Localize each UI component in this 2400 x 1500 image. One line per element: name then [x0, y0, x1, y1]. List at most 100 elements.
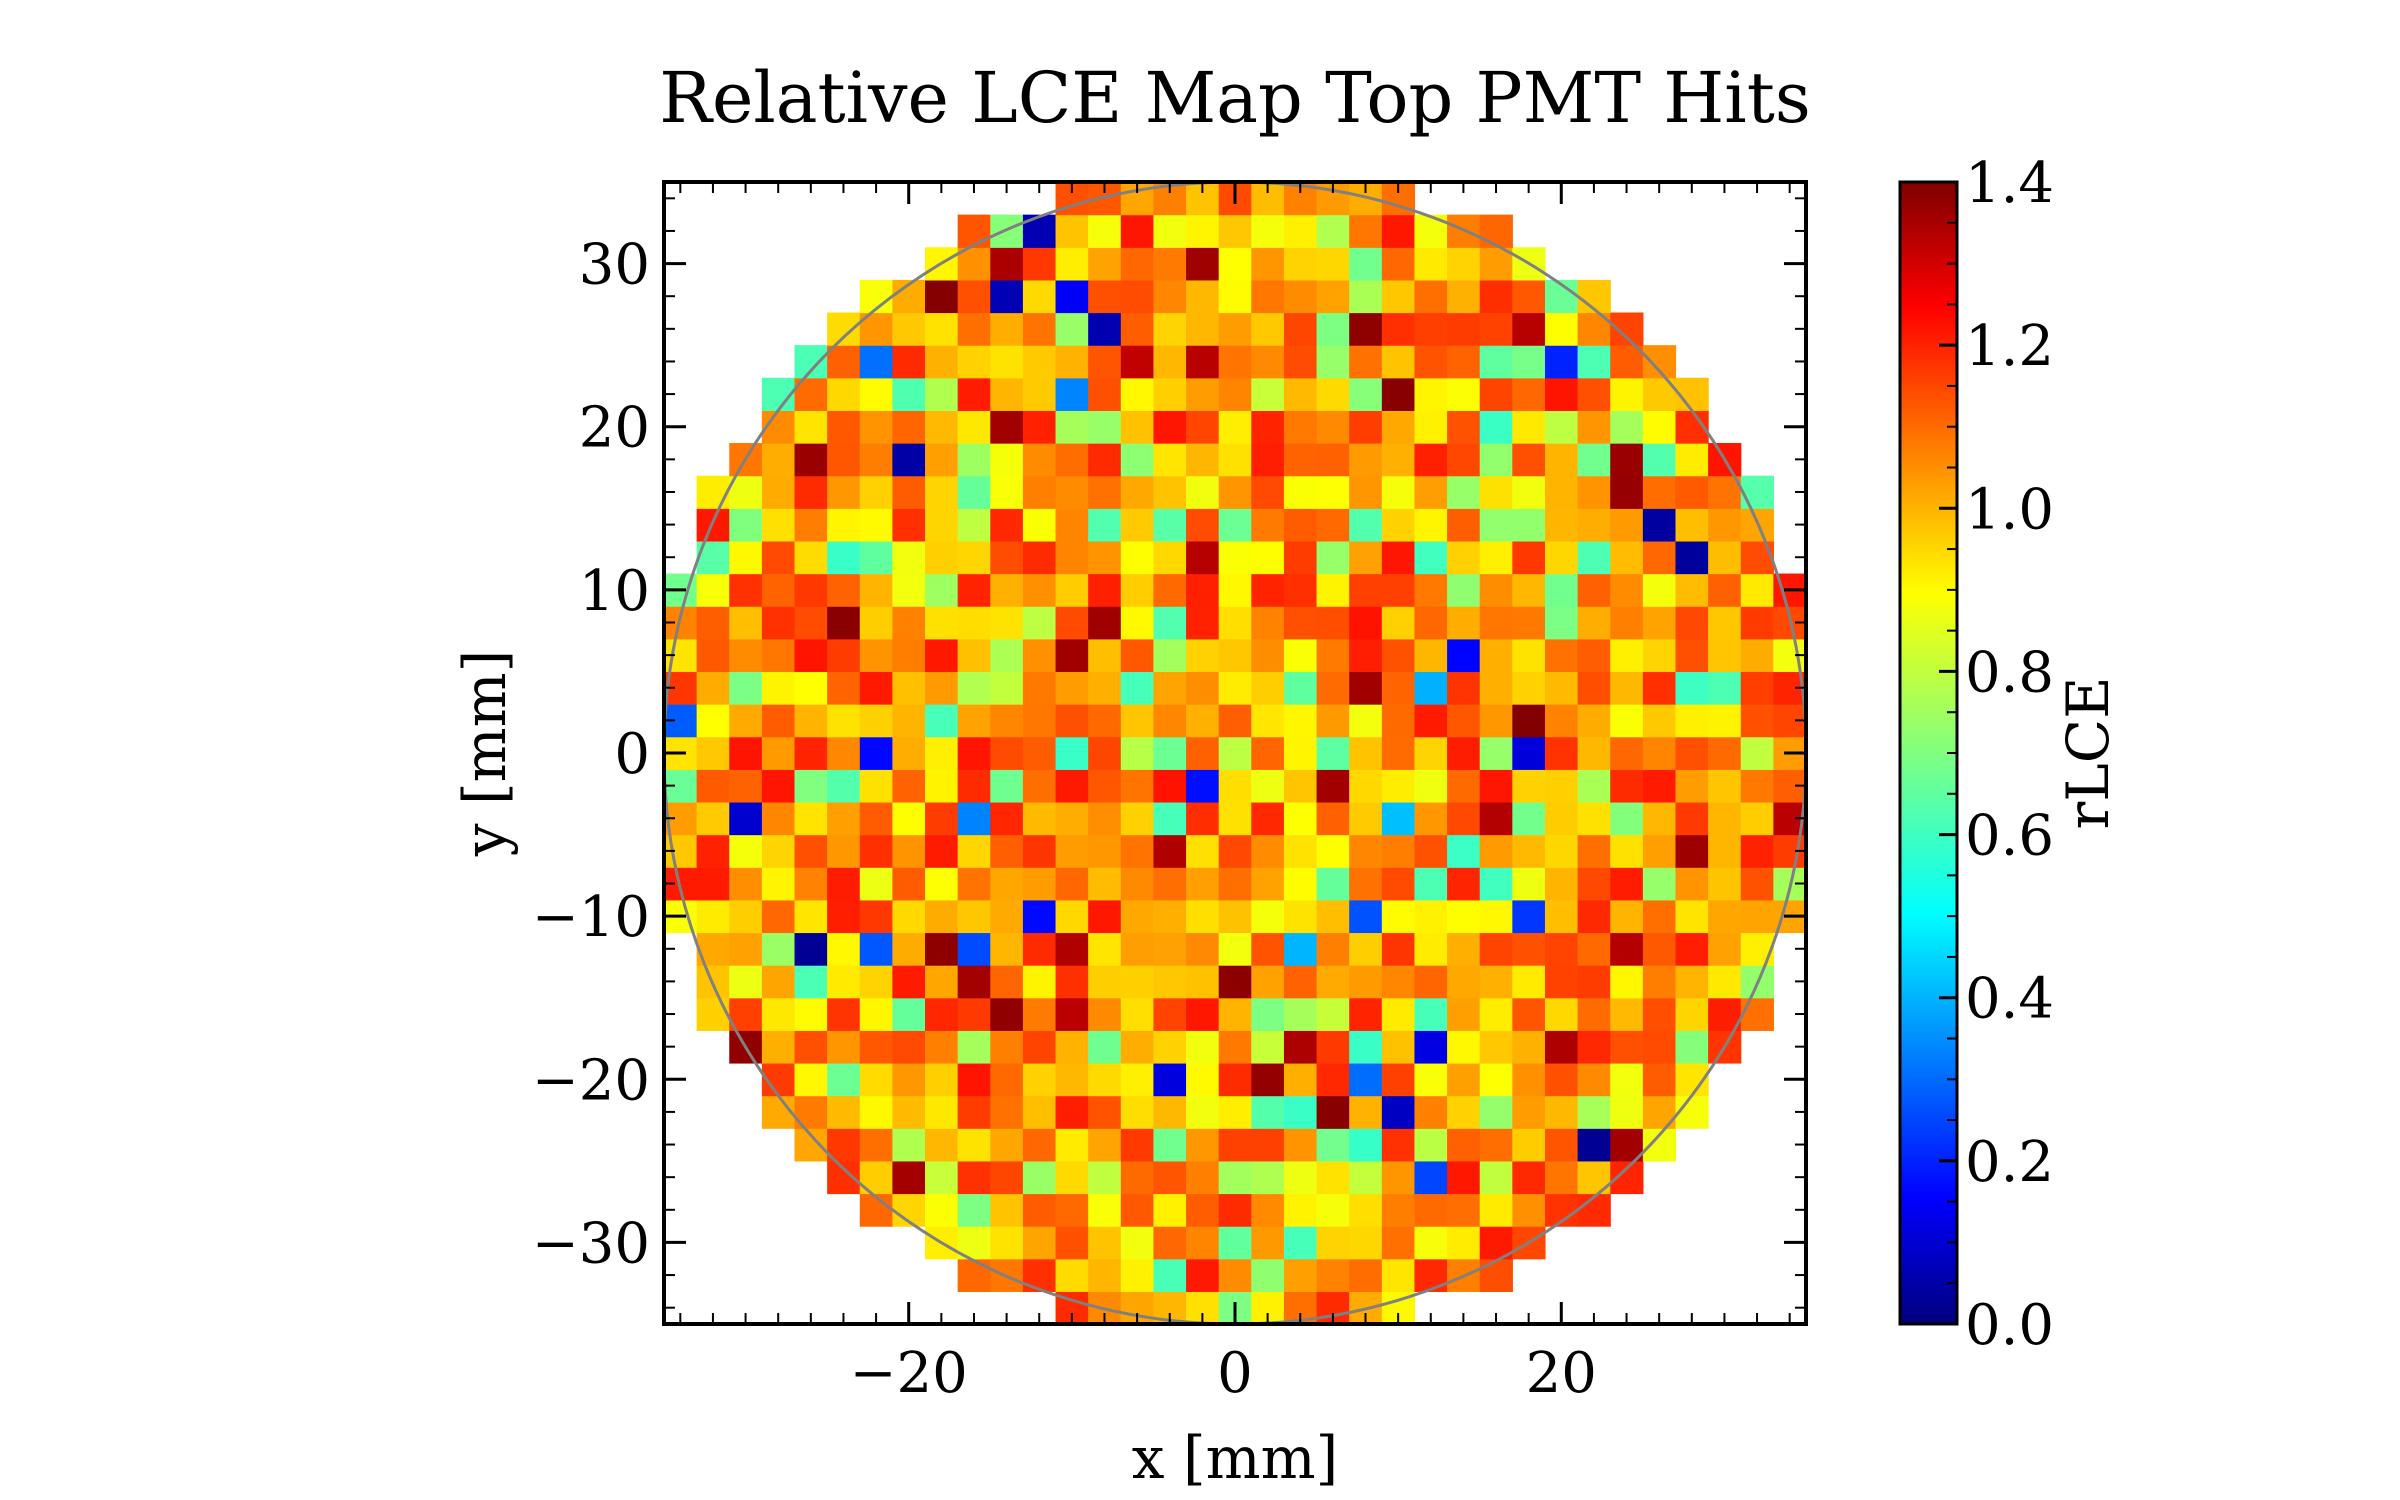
heatmap-cell: [1544, 1095, 1579, 1129]
heatmap-cell: [1447, 834, 1481, 868]
heatmap-cell: [1283, 1160, 1318, 1195]
chart-title: Relative LCE Map Top PMT Hits: [659, 57, 1811, 139]
heatmap-cell: [1251, 834, 1285, 868]
heatmap-cell: [1283, 1128, 1318, 1162]
heatmap-cell: [1447, 997, 1481, 1031]
heatmap-cell: [1218, 377, 1252, 411]
heatmap-cell: [1186, 410, 1220, 444]
heatmap-cell: [761, 1030, 796, 1064]
heatmap-cell: [1251, 475, 1285, 509]
heatmap-cell: [1381, 1128, 1416, 1162]
heatmap-cell: [1479, 540, 1513, 575]
heatmap-cell: [859, 1030, 893, 1064]
heatmap-cell: [696, 867, 730, 901]
heatmap-cell: [1479, 214, 1513, 248]
heatmap-cell: [1740, 736, 1774, 770]
heatmap-cell: [1512, 475, 1546, 509]
heatmap-cell: [1088, 1128, 1122, 1162]
heatmap-cell: [957, 279, 991, 314]
heatmap-cell: [1283, 736, 1318, 770]
heatmap-cell: [1153, 345, 1187, 379]
heatmap-cell: [1349, 997, 1383, 1031]
heatmap-cell: [1381, 965, 1416, 999]
heatmap-cell: [1218, 801, 1252, 836]
heatmap-cell: [1186, 997, 1220, 1031]
heatmap-cell: [1447, 443, 1481, 477]
heatmap-cell: [925, 997, 959, 1031]
heatmap-cell: [794, 573, 828, 607]
heatmap-cell: [1740, 867, 1774, 901]
heatmap-cell: [957, 704, 991, 738]
heatmap-cell: [1577, 932, 1611, 966]
heatmap-cell: [1544, 736, 1579, 770]
heatmap-cell: [1120, 475, 1155, 509]
heatmap-cell: [729, 508, 763, 542]
heatmap-cell: [990, 410, 1024, 444]
heatmap-cell: [1120, 606, 1155, 640]
heatmap-cell: [1414, 769, 1448, 803]
heatmap-cell: [1088, 247, 1122, 281]
heatmap-cell: [1120, 1193, 1155, 1227]
heatmap-cell: [827, 801, 861, 836]
heatmap-cell: [1675, 638, 1709, 673]
heatmap-cell: [1120, 736, 1155, 770]
heatmap-cell: [1055, 247, 1089, 281]
colorbar-tick-label: 1.0: [1965, 477, 2054, 542]
heatmap-cell: [990, 573, 1024, 607]
heatmap-cell: [1544, 508, 1579, 542]
heatmap-cell: [1479, 899, 1513, 934]
heatmap-cell: [827, 345, 861, 379]
heatmap-cell: [1316, 671, 1350, 705]
heatmap-cell: [1349, 1030, 1383, 1064]
heatmap-cell: [1283, 671, 1318, 705]
heatmap-cell: [1055, 638, 1089, 673]
heatmap-cell: [1381, 1095, 1416, 1129]
heatmap-cell: [1675, 834, 1709, 868]
heatmap-cell: [827, 1128, 861, 1162]
heatmap-cell: [859, 932, 893, 966]
heatmap-cell: [1675, 573, 1709, 607]
heatmap-cell: [1120, 377, 1155, 411]
heatmap-cell: [1088, 704, 1122, 738]
heatmap-cell: [892, 965, 926, 999]
heatmap-cell: [1120, 932, 1155, 966]
heatmap-cell: [1283, 1062, 1318, 1097]
heatmap-cell: [1349, 638, 1383, 673]
heatmap-cell: [1512, 834, 1546, 868]
heatmap-cell: [1251, 312, 1285, 346]
heatmap-cell: [1186, 475, 1220, 509]
heatmap-cell: [1186, 1160, 1220, 1195]
heatmap-cell: [1022, 997, 1057, 1031]
heatmap-cell: [1642, 899, 1677, 934]
x-tick-label: 0: [1217, 1341, 1253, 1406]
heatmap-cell: [1512, 965, 1546, 999]
heatmap-cell: [892, 834, 926, 868]
heatmap-cell: [925, 410, 959, 444]
heatmap-cell: [1381, 573, 1416, 607]
heatmap-cell: [1447, 899, 1481, 934]
heatmap-cell: [1642, 671, 1677, 705]
heatmap-cell: [1642, 834, 1677, 868]
heatmap-cell: [1642, 932, 1677, 966]
heatmap-cell: [827, 475, 861, 509]
heatmap-cell: [1381, 443, 1416, 477]
heatmap-cell: [1153, 1128, 1187, 1162]
heatmap-cell: [1610, 606, 1644, 640]
heatmap-cell: [761, 932, 796, 966]
heatmap-cell: [1186, 1193, 1220, 1227]
heatmap-cell: [1186, 736, 1220, 770]
heatmap-cell: [957, 834, 991, 868]
y-tick-label: −10: [532, 885, 650, 950]
colorbar-tick-label: 0.6: [1965, 804, 2054, 869]
heatmap-cell: [1544, 443, 1579, 477]
heatmap-cell: [1316, 1258, 1350, 1292]
heatmap-cell: [1349, 867, 1383, 901]
heatmap-cell: [729, 671, 763, 705]
heatmap-cell: [1381, 247, 1416, 281]
heatmap-cell: [925, 1095, 959, 1129]
heatmap-cell: [957, 214, 991, 248]
heatmap-cell: [827, 1095, 861, 1129]
heatmap-cell: [1055, 769, 1089, 803]
heatmap-cell: [1153, 671, 1187, 705]
heatmap-cell: [1414, 1095, 1448, 1129]
